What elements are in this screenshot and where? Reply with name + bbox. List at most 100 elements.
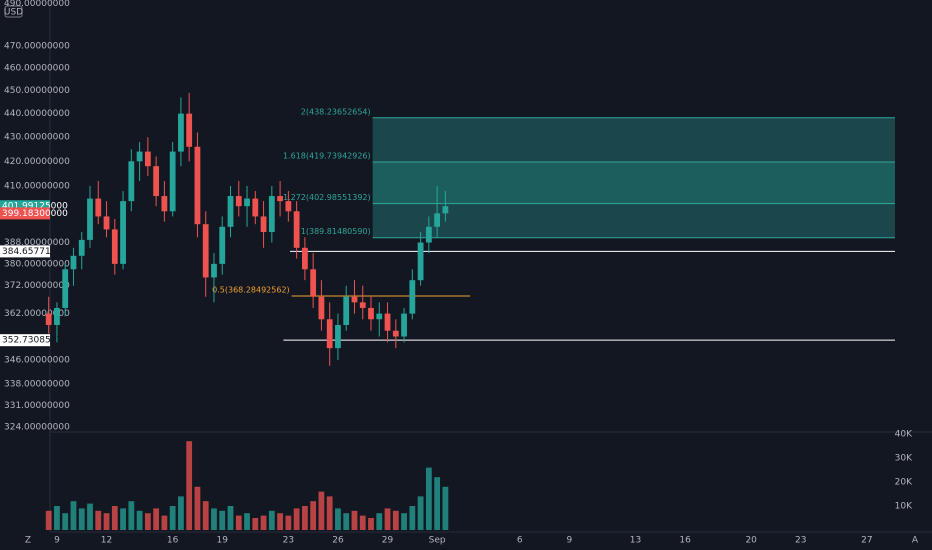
volume-bar xyxy=(368,518,374,530)
candle-body xyxy=(343,296,350,325)
fib-label: 1(389.81480590) xyxy=(301,227,371,236)
volume-bar xyxy=(326,496,333,530)
volume-bar xyxy=(359,515,366,530)
volume-bar xyxy=(219,510,226,530)
y-tick-label: 440.00000000 xyxy=(4,109,70,119)
volume-bar xyxy=(62,513,69,530)
y2-tick-label: 40K xyxy=(895,430,913,440)
candle-body xyxy=(376,313,383,320)
x-tick-label: 9 xyxy=(566,536,572,546)
candle-body xyxy=(285,201,292,212)
candle-body xyxy=(252,198,259,217)
x-tick-label: 12 xyxy=(101,536,112,546)
candle-body xyxy=(335,324,341,349)
y-tick-label: 324.00000000 xyxy=(4,423,70,433)
candle-body xyxy=(78,239,85,256)
volume-bar xyxy=(144,513,151,530)
axis-button[interactable]: A xyxy=(912,536,919,546)
volume-bar xyxy=(95,510,102,530)
volume-bar xyxy=(310,501,317,530)
volume-bar xyxy=(235,515,242,530)
candle-body xyxy=(128,161,135,202)
price-label: 401.99125000 xyxy=(2,202,68,212)
candle-body xyxy=(392,330,399,337)
candle-body xyxy=(153,166,160,197)
y-tick-label: 372.00000000 xyxy=(4,281,70,291)
volume-bar xyxy=(335,508,341,530)
x-tick-label: Sep xyxy=(429,536,446,546)
x-tick-label: 19 xyxy=(217,536,229,546)
fib-zone xyxy=(372,203,895,238)
x-tick-label: 13 xyxy=(630,536,641,546)
candle-body xyxy=(95,198,102,217)
price-label-box xyxy=(0,334,50,347)
y2-tick-label: 20K xyxy=(895,478,913,488)
y-tick-label: 346.00000000 xyxy=(4,355,70,365)
volume-bar xyxy=(128,501,135,530)
candle-body xyxy=(169,151,176,212)
volume-bar xyxy=(161,515,168,530)
y2-tick-label: 10K xyxy=(895,502,913,512)
candle-body xyxy=(227,196,234,227)
candle-body xyxy=(359,302,366,308)
y-tick-label: 410.00000000 xyxy=(4,182,70,192)
candle-body xyxy=(70,255,77,270)
volume-bar xyxy=(120,508,126,530)
x-tick-label: 6 xyxy=(517,536,523,546)
candle-body xyxy=(417,242,424,281)
y-tick-label: 362.00000000 xyxy=(4,309,70,319)
candle-body xyxy=(318,296,325,320)
candle-body xyxy=(425,226,432,243)
candle-body xyxy=(144,151,151,167)
candle-body xyxy=(161,196,168,212)
x-tick-label: 27 xyxy=(861,536,872,546)
y2-tick-label: 30K xyxy=(895,454,913,464)
candle-body xyxy=(368,307,374,320)
volume-bar xyxy=(376,513,383,530)
candle-body xyxy=(178,113,184,152)
y-tick-label: 460.00000000 xyxy=(4,64,70,74)
volume-bar xyxy=(392,510,399,530)
candle-body xyxy=(409,280,416,314)
x-tick-label: 23 xyxy=(795,536,806,546)
fib-label: 1.618(419.73942926) xyxy=(283,151,371,160)
price-label: 399.18300000 xyxy=(2,209,68,219)
volume-bar xyxy=(54,506,60,530)
volume-bar xyxy=(409,506,416,530)
unit-box xyxy=(4,5,23,18)
volume-bar xyxy=(268,510,275,530)
candle-body xyxy=(277,196,283,202)
volume-bar xyxy=(401,513,407,530)
volume-bar xyxy=(343,513,350,530)
price-label: 384.65771198 xyxy=(2,247,68,257)
candle-body xyxy=(219,226,226,264)
y-tick-label: 470.00000000 xyxy=(4,42,70,52)
y-tick-label: 338.00000000 xyxy=(4,379,70,389)
volume-bar xyxy=(351,510,358,530)
volume-bar xyxy=(194,486,201,530)
candle-body xyxy=(62,269,69,308)
candle-body xyxy=(301,247,308,270)
volume-bar xyxy=(211,508,217,530)
candle-body xyxy=(45,313,52,325)
volume-bar xyxy=(301,506,308,530)
price-label: 352.73085775 xyxy=(2,336,68,346)
x-tick-label: 16 xyxy=(167,536,179,546)
volume-bar xyxy=(45,510,52,530)
fib-zone xyxy=(372,161,895,204)
y-tick-label: 490.00000000 xyxy=(4,0,70,9)
volume-bar xyxy=(434,477,441,530)
fib-label: 2(438.23652654) xyxy=(301,107,371,116)
axis-button[interactable]: Z xyxy=(25,536,31,546)
volume-bar xyxy=(285,515,292,530)
volume-bar xyxy=(136,510,143,530)
unit-label: USD xyxy=(4,8,23,18)
candle-body xyxy=(293,211,300,248)
candle-body xyxy=(120,201,126,264)
x-tick-label: 9 xyxy=(54,536,60,546)
volume-bar xyxy=(260,515,267,530)
volume-bar xyxy=(244,513,250,530)
x-tick-label: 29 xyxy=(382,536,394,546)
